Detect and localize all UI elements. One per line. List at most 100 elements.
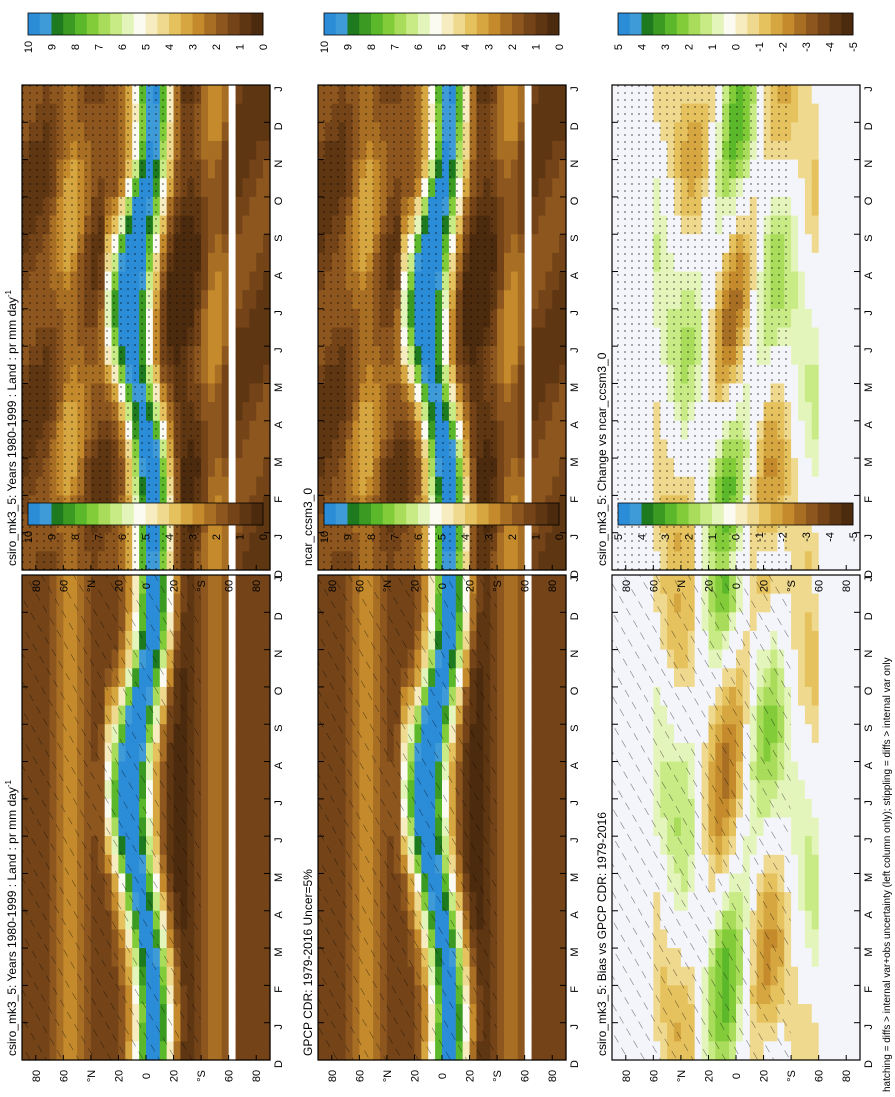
heatmap-cell bbox=[228, 271, 237, 291]
heatmap-cell bbox=[798, 668, 806, 688]
heatmap-cell bbox=[524, 308, 533, 329]
heatmap-cell bbox=[221, 532, 230, 552]
heatmap-cell bbox=[825, 929, 834, 949]
heatmap-cell bbox=[242, 476, 250, 496]
heatmap-cell bbox=[825, 780, 834, 800]
heatmap-cell bbox=[242, 122, 250, 142]
lat-tick-label: 20 bbox=[409, 1070, 421, 1082]
heatmap-cell bbox=[839, 892, 847, 912]
month-tick-label: J bbox=[569, 1024, 581, 1030]
heatmap-cell bbox=[524, 966, 533, 986]
heatmap-cell bbox=[545, 383, 553, 403]
heatmap-cell bbox=[798, 910, 806, 931]
month-tick-label: O bbox=[569, 686, 581, 695]
heatmap-cell bbox=[517, 649, 526, 669]
heatmap-cell bbox=[263, 966, 271, 986]
heatmap-cell bbox=[804, 854, 813, 875]
heatmap-cell bbox=[249, 532, 257, 552]
heatmap-cell bbox=[825, 630, 834, 651]
heatmap-cell bbox=[510, 742, 519, 763]
heatmap-cell bbox=[517, 593, 526, 613]
heatmap-cell bbox=[256, 1041, 264, 1061]
heatmap-cell bbox=[846, 705, 854, 725]
heatmap-cell bbox=[256, 593, 264, 613]
month-tick-label: M bbox=[569, 383, 581, 392]
heatmap-cell bbox=[249, 476, 257, 496]
heatmap-cell bbox=[545, 892, 553, 912]
heatmap-cell bbox=[214, 1022, 223, 1042]
heatmap-cell bbox=[552, 252, 560, 273]
heatmap-cell bbox=[208, 742, 216, 763]
heatmap-cell bbox=[552, 780, 560, 800]
heatmap-cell bbox=[853, 817, 861, 837]
heatmap-cell bbox=[517, 836, 526, 856]
heatmap-cell bbox=[221, 1041, 230, 1061]
heatmap-cell bbox=[221, 551, 230, 571]
heatmap-cell bbox=[811, 966, 820, 986]
month-tick-label: J bbox=[569, 800, 581, 806]
heatmap-cell bbox=[263, 929, 271, 949]
heatmap-cell bbox=[818, 780, 827, 800]
heatmap-cell bbox=[221, 593, 230, 613]
heatmap-cell bbox=[559, 668, 567, 688]
heatmap-cell bbox=[256, 252, 264, 273]
heatmap-cell bbox=[256, 290, 264, 310]
heatmap-cell bbox=[221, 575, 230, 595]
month-tick-label: D bbox=[273, 122, 285, 130]
heatmap-cell bbox=[545, 1022, 553, 1042]
heatmap-cell bbox=[263, 122, 271, 142]
heatmap-cell bbox=[256, 761, 264, 781]
heatmap-cell bbox=[235, 532, 244, 552]
heatmap-cell bbox=[249, 649, 257, 669]
heatmap-cell bbox=[249, 402, 257, 422]
heatmap-cell bbox=[517, 724, 526, 744]
heatmap-cell bbox=[510, 1041, 519, 1061]
heatmap-cell bbox=[497, 575, 505, 595]
heatmap-cell bbox=[804, 798, 813, 819]
month-tick-label: A bbox=[569, 271, 581, 279]
heatmap-cell bbox=[524, 159, 533, 179]
heatmap-cell bbox=[846, 929, 854, 949]
heatmap-cell bbox=[221, 458, 230, 478]
heatmap-cell bbox=[201, 215, 209, 235]
heatmap-cell bbox=[263, 514, 271, 534]
heatmap-cell bbox=[214, 234, 223, 254]
heatmap-cell bbox=[208, 402, 216, 422]
heatmap-cell bbox=[497, 761, 505, 781]
heatmap-cell bbox=[504, 649, 512, 669]
heatmap-cell bbox=[552, 966, 560, 986]
heatmap-cell bbox=[517, 178, 526, 198]
heatmap-cell bbox=[263, 140, 271, 161]
heatmap-cell bbox=[201, 948, 209, 968]
heatmap-cell bbox=[242, 668, 250, 688]
heatmap-cell bbox=[221, 420, 230, 441]
heatmap-cell bbox=[791, 948, 799, 968]
heatmap-cell bbox=[201, 612, 209, 632]
heatmap-cell bbox=[825, 854, 834, 875]
heatmap-cell bbox=[208, 873, 216, 893]
heatmap-cell bbox=[853, 910, 861, 931]
heatmap-cell bbox=[552, 439, 560, 459]
heatmap-cell bbox=[538, 103, 546, 123]
heatmap-cell bbox=[235, 196, 244, 217]
heatmap-cell bbox=[531, 612, 540, 632]
heatmap-cell bbox=[552, 985, 560, 1005]
heatmap-cell bbox=[804, 761, 813, 781]
heatmap-cell bbox=[804, 1004, 813, 1024]
heatmap-cell bbox=[832, 817, 840, 837]
heatmap-cell bbox=[531, 575, 540, 595]
heatmap-cell bbox=[208, 910, 216, 931]
heatmap-cell bbox=[249, 742, 257, 763]
heatmap-cell bbox=[552, 196, 560, 217]
heatmap-cell bbox=[510, 686, 519, 707]
heatmap-cell bbox=[538, 1004, 546, 1024]
heatmap-cell bbox=[791, 1004, 799, 1024]
heatmap-cell bbox=[497, 103, 505, 123]
heatmap-cell bbox=[846, 593, 854, 613]
heatmap-cell bbox=[846, 649, 854, 669]
heatmap-cell bbox=[811, 854, 820, 875]
heatmap-cell bbox=[798, 761, 806, 781]
heatmap-cell bbox=[235, 234, 244, 254]
heatmap-cell bbox=[552, 234, 560, 254]
